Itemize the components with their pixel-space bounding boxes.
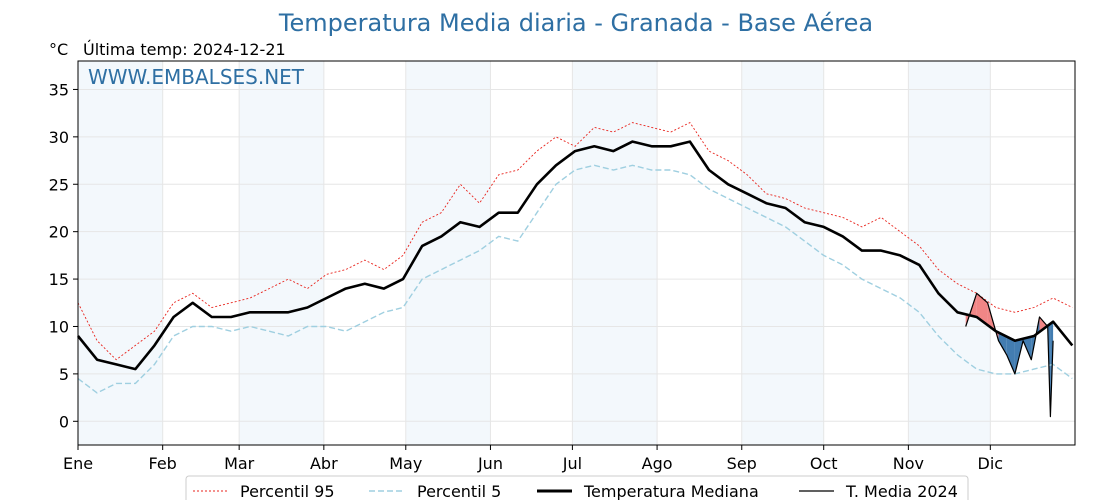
y-tick-label: 35 bbox=[49, 80, 69, 99]
x-tick-label: Feb bbox=[149, 454, 177, 473]
series-line-percentil-5 bbox=[77, 164, 1073, 394]
legend-label-p95: Percentil 95 bbox=[240, 482, 335, 500]
unit-label: °C bbox=[49, 40, 68, 59]
fill-above-median bbox=[976, 293, 988, 326]
month-shade-mar bbox=[239, 61, 324, 445]
watermark: WWW.EMBALSES.NET bbox=[88, 65, 305, 89]
legend-label-year: T. Media 2024 bbox=[845, 482, 958, 500]
x-tick-label: Abr bbox=[310, 454, 338, 473]
x-tick-label: Dic bbox=[978, 454, 1004, 473]
y-axis: 0 5 10 15 20 25 30 35 bbox=[49, 80, 78, 431]
legend-box bbox=[185, 475, 969, 500]
plot-frame bbox=[77, 60, 1076, 446]
month-shade-may bbox=[405, 61, 491, 445]
x-tick-label: May bbox=[389, 454, 422, 473]
x-tick-label: Mar bbox=[224, 454, 255, 473]
x-tick-label: Nov bbox=[893, 454, 924, 473]
gridlines bbox=[77, 61, 1075, 445]
y-tick-label: 30 bbox=[49, 128, 69, 147]
x-tick-label: Jul bbox=[562, 454, 582, 473]
fill-below-median bbox=[1006, 336, 1015, 374]
x-tick-label: Oct bbox=[810, 454, 838, 473]
x-axis: Ene Feb Mar Abr May Jun Jul Ago Sep Oct Nov Dic bbox=[63, 445, 1003, 473]
month-shade-ene bbox=[78, 61, 163, 445]
month-shade-nov bbox=[908, 61, 991, 445]
month-shade-sep bbox=[741, 61, 824, 445]
y-tick-label: 25 bbox=[49, 175, 69, 194]
x-tick-label: Sep bbox=[727, 454, 757, 473]
last-temp-label: Última temp: 2024-12-21 bbox=[83, 40, 286, 59]
legend-label-p5: Percentil 5 bbox=[417, 482, 501, 500]
fill-below-median bbox=[998, 332, 1007, 355]
y-tick-label: 20 bbox=[49, 223, 69, 242]
x-tick-label: Ago bbox=[642, 454, 673, 473]
y-tick-label: 10 bbox=[49, 317, 69, 336]
x-tick-label: Jun bbox=[477, 454, 503, 473]
y-tick-label: 0 bbox=[59, 412, 69, 431]
series-line-mediana bbox=[76, 140, 1074, 371]
legend-label-median: Temperatura Mediana bbox=[583, 482, 759, 500]
y-tick-label: 15 bbox=[49, 270, 69, 289]
series-lines bbox=[76, 122, 1074, 418]
fill-above-median bbox=[1039, 317, 1048, 332]
series-line-t-media-2024 bbox=[965, 292, 1054, 418]
month-shading bbox=[78, 61, 991, 445]
y-tick-label: 5 bbox=[59, 365, 69, 384]
legend: Percentil 95 Percentil 5 Temperatura Med… bbox=[185, 475, 969, 500]
month-shade-jul bbox=[572, 61, 658, 445]
series-line-percentil-95 bbox=[77, 122, 1073, 361]
x-tick-label: Ene bbox=[63, 454, 93, 473]
chart-title: Temperatura Media diaria - Granada - Bas… bbox=[278, 9, 873, 37]
